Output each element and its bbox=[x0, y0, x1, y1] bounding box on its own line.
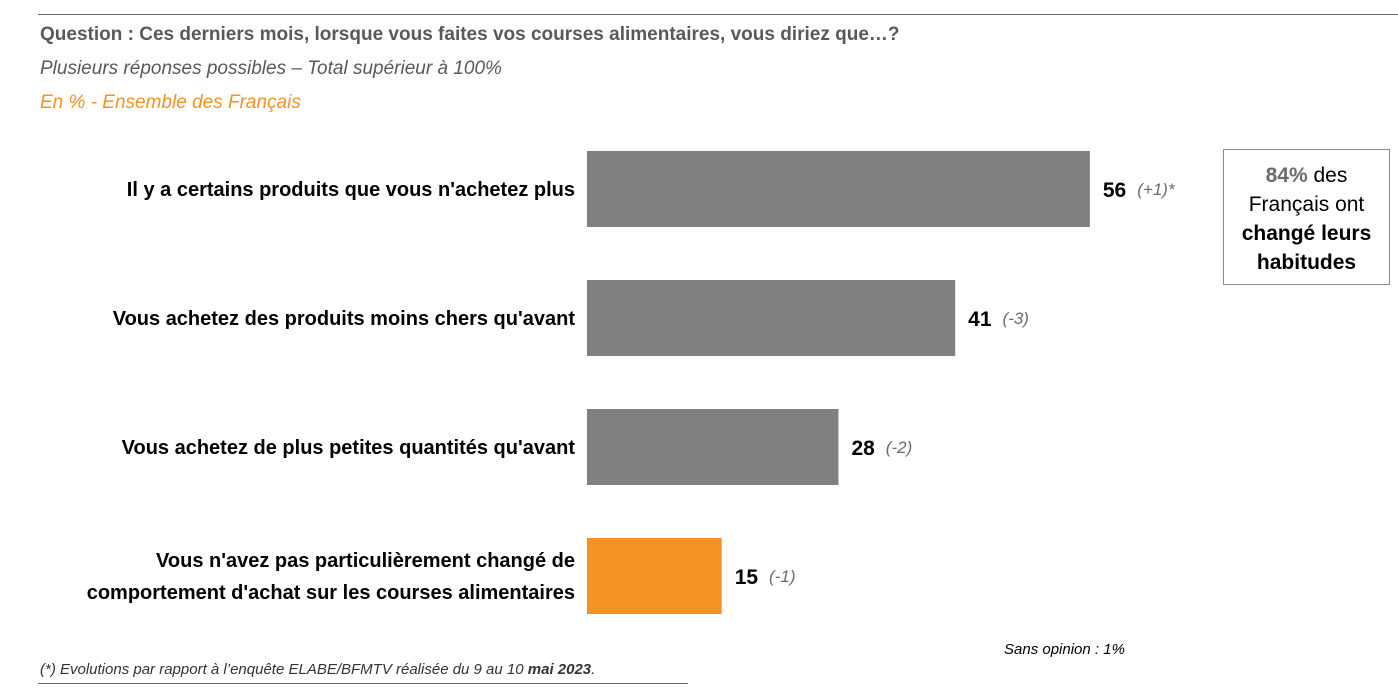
subtitle: Plusieurs réponses possibles – Total sup… bbox=[40, 58, 502, 79]
bar-1 bbox=[587, 151, 1090, 227]
category-label-4-line-2: comportement d'achat sur les courses ali… bbox=[87, 582, 575, 604]
evolution-label-3: (-2) bbox=[886, 438, 912, 457]
footnote: (*) Evolutions par rapport à l’enquête E… bbox=[40, 661, 595, 678]
bar-2 bbox=[587, 280, 956, 356]
evolution-label-2: (-3) bbox=[1003, 309, 1029, 328]
scope-label: En % - Ensemble des Français bbox=[40, 92, 301, 113]
top-rule bbox=[38, 14, 1398, 15]
footnote-end: . bbox=[591, 661, 596, 678]
footnote-date: mai 2023 bbox=[527, 661, 592, 678]
bottom-rule bbox=[38, 683, 688, 684]
value-label-1: 56 bbox=[1103, 179, 1126, 202]
category-label-3: Vous achetez de plus petites quantités q… bbox=[122, 437, 576, 459]
callout-line1-rest: des bbox=[1307, 164, 1348, 187]
footnote-main: (*) Evolutions par rapport à l’enquête E… bbox=[40, 661, 528, 678]
bar-4 bbox=[587, 538, 722, 614]
bar-3 bbox=[587, 409, 839, 485]
evolution-label-4: (-1) bbox=[769, 567, 795, 586]
category-label-1: Il y a certains produits que vous n'ache… bbox=[127, 179, 575, 201]
question-title: Question : Ces derniers mois, lorsque vo… bbox=[40, 24, 900, 45]
callout-percent: 84% bbox=[1265, 164, 1308, 187]
sans-opinion-note: Sans opinion : 1% bbox=[1004, 641, 1125, 658]
category-label-4-line-1: Vous n'avez pas particulièrement changé … bbox=[156, 550, 575, 572]
value-label-3: 28 bbox=[851, 437, 875, 460]
callout-line3: changé leurs bbox=[1241, 222, 1372, 245]
value-label-2: 41 bbox=[968, 308, 992, 331]
value-label-4: 15 bbox=[735, 566, 759, 589]
callout-line4: habitudes bbox=[1256, 251, 1357, 274]
category-label-2: Vous achetez des produits moins chers qu… bbox=[113, 308, 576, 330]
callout-line2: Français ont bbox=[1248, 193, 1365, 216]
evolution-label-1: (+1)* bbox=[1137, 180, 1176, 199]
summary-callout: 84% des Français ont changé leurs habitu… bbox=[1223, 149, 1390, 285]
